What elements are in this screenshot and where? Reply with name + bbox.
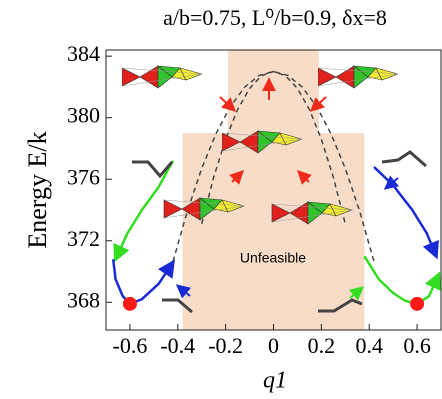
y-tick-label: 380	[67, 103, 100, 128]
x-tick-label: -0.2	[208, 333, 243, 358]
infeasible-region	[228, 50, 319, 134]
energy-path	[113, 160, 175, 263]
x-axis-label: q1	[263, 368, 287, 394]
x-tick-label: -0.4	[160, 333, 195, 358]
energy-path	[111, 259, 175, 306]
dashed-curve	[200, 70, 347, 225]
molecule-icon	[318, 65, 398, 89]
annotation: Unfeasible	[240, 250, 306, 266]
minimum-point	[122, 296, 137, 311]
molecule-icon	[122, 65, 202, 89]
x-tick-label: 0.2	[308, 333, 336, 358]
regions	[182, 50, 365, 330]
axes: 368 372 376 380 384 -0.6 -0.4 -0.2 0 0.2 0.4 0.6	[67, 41, 442, 358]
x-tick-label: 0	[268, 333, 279, 358]
x-tick-label: 0.4	[355, 333, 383, 358]
infeasible-region	[182, 133, 365, 330]
energy-path	[373, 166, 439, 260]
illustrations	[122, 65, 427, 314]
y-tick-label: 376	[67, 164, 100, 189]
dashed-curve	[172, 70, 375, 262]
energy-path	[363, 255, 441, 306]
y-axis-label: Energy E/k	[23, 131, 52, 248]
y-tick-label: 372	[67, 226, 100, 251]
chart-title: a/b=0.75, L⁰/b=0.9, δx=8	[163, 5, 387, 30]
y-tick-label: 384	[67, 41, 100, 66]
y-tick-label: 368	[67, 287, 100, 312]
minimum-point	[410, 296, 425, 311]
x-tick-label: 0.6	[403, 333, 431, 358]
x-tick-label: -0.6	[113, 333, 148, 358]
